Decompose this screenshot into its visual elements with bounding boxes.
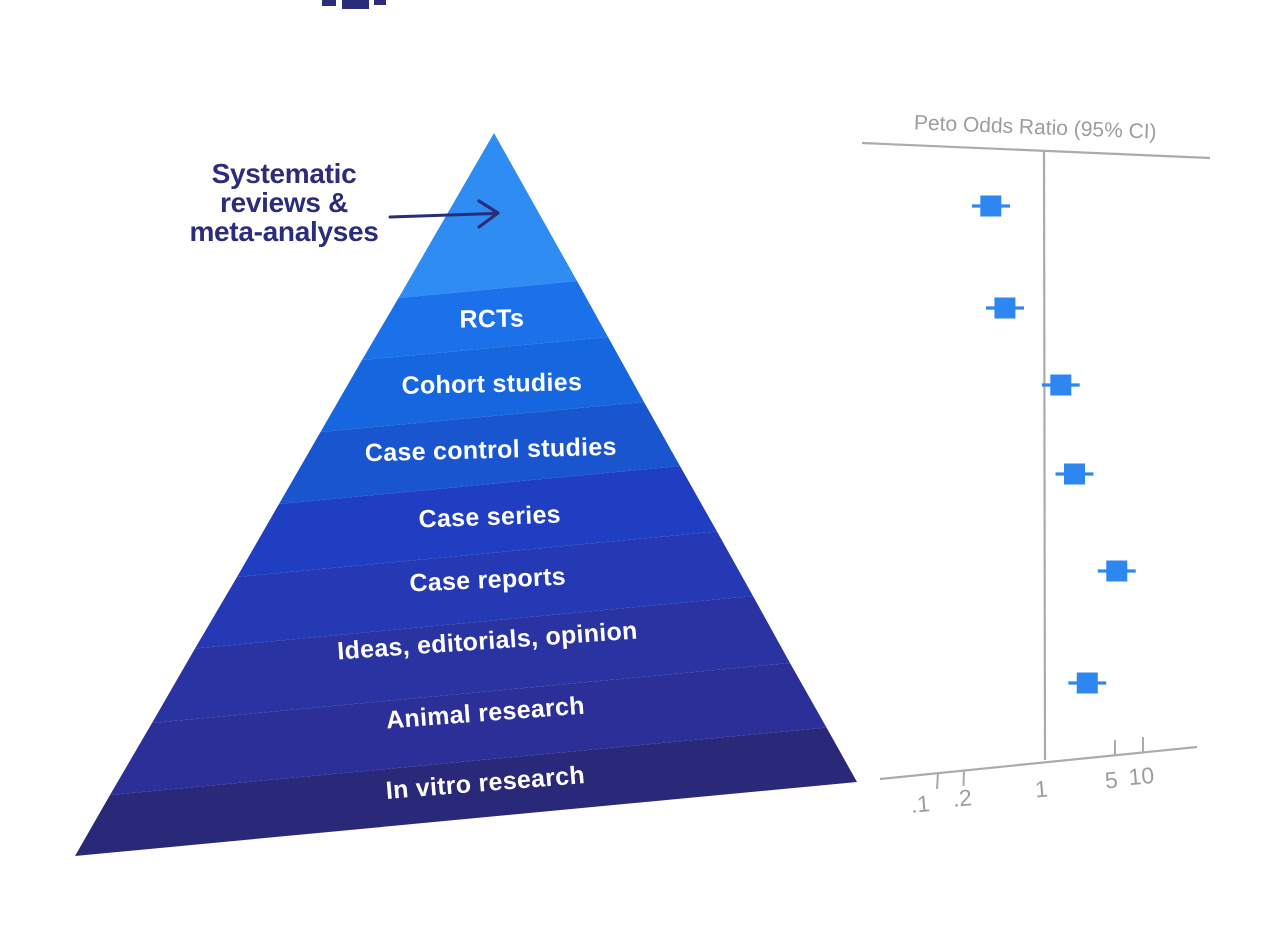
tick-label-5: 5 [1104,767,1119,794]
cropped-top-artifact [322,0,386,9]
annotation-line-1: Systematic [212,158,357,189]
annotation-line-2: reviews & [220,187,348,218]
pyramid-label-cohort-studies: Cohort studies [401,368,582,400]
forest-plot-reference-line [1042,150,1047,761]
odds-ratio-marker [1106,560,1128,582]
tick-label-10: 10 [1127,762,1155,790]
tick-0.1 [936,772,939,790]
forest-plot: Peto Odds Ratio (95% CI) .1 .2 1 5 10 [861,111,1211,818]
odds-ratio-marker [1064,463,1086,485]
forest-plot-x-axis [879,745,1198,781]
pyramid-level-ideas-editorials-opinion [152,596,790,723]
evidence-pyramid: RCTs Cohort studies Case control studies… [75,133,857,856]
odds-ratio-marker [994,297,1016,319]
pyramid-level-systematic-reviews [398,133,577,298]
systematic-reviews-annotation: Systematic reviews & meta-analyses [189,158,500,247]
odds-ratio-marker [1050,374,1072,396]
artifact-fragment [322,0,336,6]
odds-ratio-marker [980,195,1002,217]
forest-markers [972,195,1136,694]
pyramid-level-in-vitro-research [75,727,857,856]
tick-label-1: 1 [1034,776,1049,803]
odds-ratio-marker [1076,672,1098,694]
pyramid-level-animal-research [110,663,827,795]
forest-plot-title: Peto Odds Ratio (95% CI) [914,111,1157,143]
pyramid-level-case-reports [195,531,753,649]
pyramid-label-rcts: RCTs [459,304,524,333]
artifact-fragment [342,0,369,9]
forest-plot-top-line [861,141,1211,160]
pyramid-level-case-series [237,466,717,577]
pyramid-level-case-control-studies [279,402,680,504]
pyramid-label-case-series: Case series [418,501,561,534]
pyramid-level-cohort-studies [320,337,644,432]
artifact-fragment [374,0,386,5]
annotation-line-3: meta-analyses [189,216,378,247]
tick-label-0.1: .1 [910,790,931,818]
pyramid-label-case-control-studies: Case control studies [365,433,618,468]
tick-label-0.2: .2 [952,784,973,812]
annotation-arrow-head-icon [477,199,500,229]
tick-0.2 [962,770,965,787]
annotation-arrow-shaft [388,212,496,219]
pyramid-level-rcts [362,281,608,360]
